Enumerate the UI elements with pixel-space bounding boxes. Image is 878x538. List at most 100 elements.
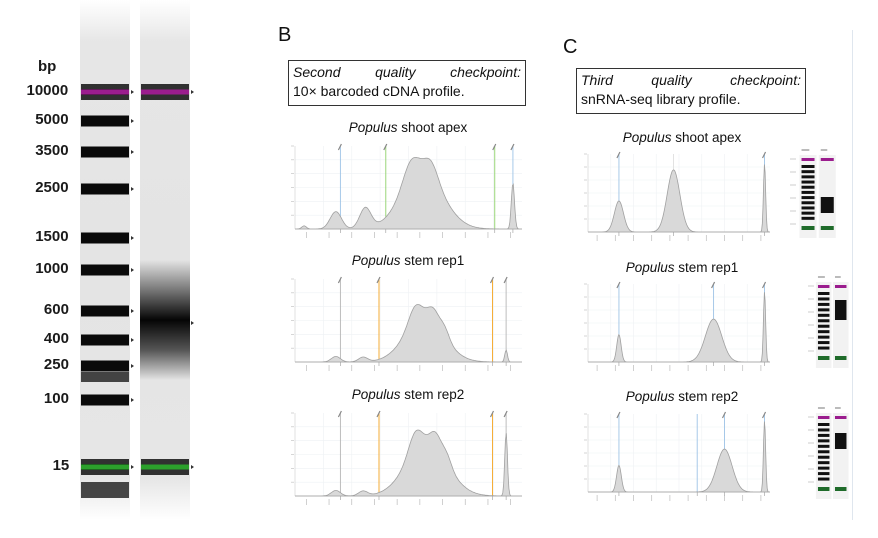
marker-flag-icon bbox=[510, 143, 515, 151]
electropherogram-trace bbox=[291, 410, 522, 505]
mini-gel-band bbox=[817, 487, 830, 491]
mini-gel-lane-label bbox=[834, 276, 841, 278]
mini-gel-band bbox=[801, 165, 815, 168]
mini-gel-band bbox=[817, 324, 830, 328]
trace-profile bbox=[295, 304, 522, 363]
mini-gel-lane bbox=[832, 282, 849, 368]
mini-gel-band bbox=[801, 190, 815, 194]
band-tick bbox=[191, 90, 194, 94]
electropherogram-trace bbox=[291, 276, 522, 371]
band-tick bbox=[131, 187, 134, 191]
ladder-band bbox=[81, 89, 129, 95]
band-tick bbox=[131, 364, 134, 368]
marker-flag-icon bbox=[503, 276, 508, 284]
bp-unit-label: bp bbox=[38, 58, 57, 75]
mini-gel-band bbox=[834, 416, 847, 419]
mini-gel-band bbox=[834, 285, 847, 288]
mini-gel-image bbox=[790, 149, 836, 238]
panel-c-checkpoint-box: Third quality checkpoint: snRNA-seq libr… bbox=[576, 68, 806, 114]
mini-gel-band bbox=[817, 416, 830, 419]
marker-flag-icon bbox=[721, 411, 727, 419]
mini-gel-lane-label bbox=[834, 407, 841, 409]
marker-flag-icon bbox=[383, 143, 388, 151]
mini-gel-lane-label bbox=[801, 149, 810, 151]
marker-flag-icon bbox=[337, 276, 342, 284]
marker-flag-icon bbox=[616, 411, 621, 419]
mini-gel-band bbox=[817, 477, 830, 481]
electropherogram-trace bbox=[584, 151, 770, 241]
trace-title: Populus stem rep1 bbox=[625, 260, 739, 275]
bp-marker-label: 1000 bbox=[35, 260, 69, 277]
panel-border bbox=[852, 30, 853, 520]
trace-title: Populus shoot apex bbox=[348, 120, 468, 135]
mini-gel-band bbox=[817, 428, 830, 432]
mini-gel-band bbox=[817, 330, 830, 334]
mini-gel-band bbox=[817, 356, 830, 360]
ladder-smear bbox=[81, 482, 129, 498]
mini-gel-smear bbox=[834, 300, 847, 320]
band-tick bbox=[131, 119, 134, 123]
trace-title: Populus stem rep2 bbox=[625, 389, 739, 404]
mini-gel-band bbox=[801, 211, 815, 215]
ladder-band bbox=[81, 394, 129, 406]
ladder-lane bbox=[80, 0, 130, 520]
mini-gel-lane-label bbox=[817, 276, 825, 278]
bp-marker-label: 250 bbox=[43, 356, 69, 373]
mini-gel-band bbox=[817, 308, 830, 312]
mini-gel-lane-label bbox=[817, 407, 825, 409]
mini-gel-image bbox=[808, 276, 849, 368]
checkpoint-subtitle: snRNA-seq library profile. bbox=[581, 91, 741, 107]
marker-flag-icon bbox=[492, 143, 497, 151]
mini-gel-smear bbox=[820, 197, 834, 213]
bp-marker-label: 1500 bbox=[35, 228, 69, 245]
mini-gel-band bbox=[817, 439, 830, 443]
marker-flag-icon bbox=[616, 281, 621, 289]
mini-gel-band bbox=[817, 466, 830, 470]
band-tick bbox=[131, 150, 134, 154]
ladder-band bbox=[81, 464, 129, 470]
trace-title: Populus stem rep2 bbox=[351, 387, 465, 402]
mini-gel-band bbox=[817, 461, 830, 465]
marker-flag-icon bbox=[711, 281, 716, 289]
mini-gel-band bbox=[817, 285, 830, 288]
marker-flag-icon bbox=[762, 411, 767, 419]
mini-gel-band bbox=[801, 170, 815, 174]
mini-gel-lane bbox=[832, 413, 849, 499]
panel-b-checkpoint-box: Second quality checkpoint: 10× barcoded … bbox=[288, 60, 526, 106]
bp-marker-label: 600 bbox=[43, 301, 69, 318]
checkpoint-subtitle: 10× barcoded cDNA profile. bbox=[293, 83, 465, 99]
marker-flag-icon bbox=[762, 151, 767, 159]
mini-gel-band bbox=[834, 356, 847, 360]
marker-flag-icon bbox=[489, 276, 495, 284]
trace-profile bbox=[295, 157, 522, 230]
ladder-band bbox=[81, 146, 129, 158]
bp-marker-label: 5000 bbox=[35, 111, 69, 128]
bp-marker-label: 10000 bbox=[26, 82, 69, 99]
band-tick bbox=[131, 309, 134, 313]
checkpoint-title-word: quality bbox=[651, 72, 692, 88]
mini-gel-lane bbox=[818, 155, 836, 238]
marker-flag-icon bbox=[762, 281, 767, 289]
band-tick bbox=[131, 268, 134, 272]
mini-gel-image bbox=[808, 407, 849, 499]
trace-profile bbox=[588, 292, 770, 363]
mini-gel-band bbox=[801, 226, 815, 230]
ladder-band bbox=[81, 264, 129, 276]
electropherogram-trace bbox=[291, 143, 522, 238]
marker-flag-icon bbox=[376, 410, 381, 418]
mini-gel-band bbox=[817, 302, 830, 306]
mini-gel-band bbox=[817, 313, 830, 317]
sample-marker-band bbox=[141, 89, 189, 95]
panel-c-letter: C bbox=[563, 36, 578, 58]
mini-gel-band bbox=[801, 201, 815, 205]
mini-gel-band bbox=[834, 487, 847, 491]
ladder-band bbox=[81, 232, 129, 244]
band-tick bbox=[131, 338, 134, 342]
mini-gel-band bbox=[801, 158, 815, 161]
sample-marker-band bbox=[141, 464, 189, 470]
ladder-band bbox=[81, 360, 129, 372]
checkpoint-title-word: quality bbox=[375, 64, 416, 80]
mini-gel-band bbox=[801, 175, 815, 179]
electropherogram-trace bbox=[584, 281, 770, 371]
band-tick bbox=[131, 398, 134, 402]
